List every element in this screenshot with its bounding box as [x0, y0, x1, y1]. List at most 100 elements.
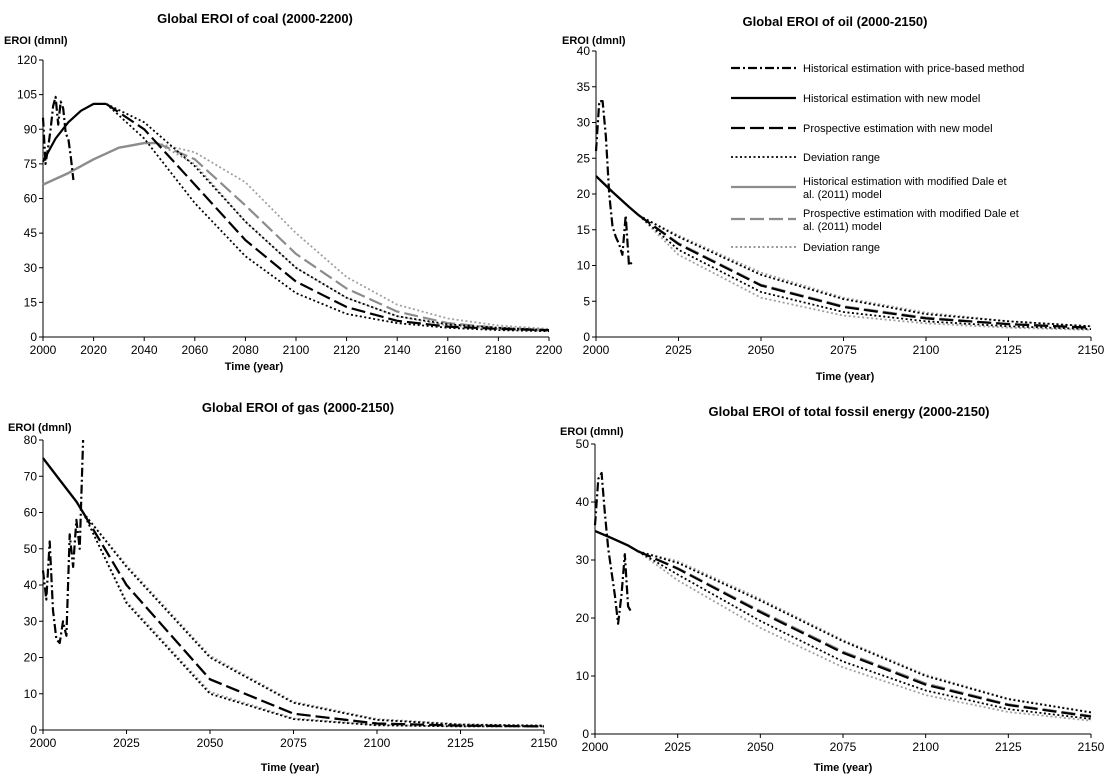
- total-fossil-y-tick-label: 0: [582, 727, 589, 741]
- legend-label-1: Historical estimation with new model: [803, 93, 980, 105]
- gas-series-new-pros: [82, 511, 545, 728]
- coal-x-tick-label: 2000: [30, 343, 57, 357]
- total-fossil-x-tick-label: 2075: [830, 740, 857, 754]
- oil-series-new-hist: [595, 175, 640, 217]
- oil-y-tick-label: 30: [577, 116, 591, 130]
- oil-x-tick-label: 2075: [830, 343, 857, 357]
- coal-y-tick-label: 15: [24, 295, 38, 309]
- oil-y-tick-label: 25: [577, 151, 591, 165]
- oil-x-tick-label: 2150: [1078, 343, 1105, 357]
- coal-series-new-pros: [105, 102, 550, 332]
- total-fossil-series-new-hist: [594, 529, 639, 553]
- gas-chart-panel: Global EROI of gas (2000-2150) EROI (dmn…: [8, 400, 558, 774]
- total-fossil-y-axis-label: EROI (dmnl): [560, 426, 624, 438]
- oil-series-new-dev: [638, 214, 1092, 330]
- oil-y-tick-label: 35: [577, 80, 591, 94]
- oil-series-new-dev: [638, 214, 1092, 328]
- gas-y-tick-label: 80: [24, 433, 38, 447]
- oil-x-tick-label: 2100: [913, 343, 940, 357]
- gas-y-tick-label: 70: [24, 469, 38, 483]
- total-fossil-x-tick-label: 2025: [664, 740, 691, 754]
- coal-y-tick-label: 30: [24, 261, 38, 275]
- gas-series-new-dev: [82, 512, 544, 728]
- coal-x-tick-label: 2100: [283, 343, 310, 357]
- gas-series-new-dev: [82, 511, 545, 727]
- gas-x-tick-label: 2150: [531, 736, 558, 750]
- total-fossil-y-tick-label: 30: [576, 553, 590, 567]
- coal-series-dale-pros: [156, 142, 550, 332]
- gas-series-dale-dev: [82, 511, 545, 727]
- gas-y-tick-label: 0: [30, 723, 37, 737]
- coal-x-tick-label: 2040: [131, 343, 158, 357]
- legend-label-2: Prospective estimation with new model: [803, 123, 993, 135]
- total-fossil-y-tick-label: 40: [576, 495, 590, 509]
- total-fossil-series-dale-dev: [637, 550, 1092, 713]
- coal-y-tick-label: 75: [24, 157, 38, 171]
- chart-legend: Historical estimation with price-based m…: [731, 63, 1024, 254]
- legend-label-0: Historical estimation with price-based m…: [803, 63, 1024, 75]
- total-fossil-series-new-dev: [637, 550, 1092, 714]
- oil-series-dale-dev: [638, 214, 1092, 331]
- total-fossil-chart-panel: Global EROI of total fossil energy (2000…: [560, 404, 1105, 774]
- gas-x-tick-label: 2025: [113, 736, 140, 750]
- coal-x-tick-label: 2020: [80, 343, 107, 357]
- total-fossil-x-tick-label: 2100: [912, 740, 939, 754]
- coal-x-tick-label: 2160: [434, 343, 461, 357]
- oil-chart-panel: Global EROI of oil (2000-2150) EROI (dmn…: [562, 14, 1105, 383]
- oil-series-new-pros: [638, 214, 1092, 329]
- coal-series-dale-dev: [156, 142, 550, 330]
- gas-series-dale-dev: [82, 512, 544, 728]
- oil-y-tick-label: 15: [577, 223, 591, 237]
- gas-y-tick-label: 10: [24, 687, 38, 701]
- total-fossil-series-new-dev: [637, 550, 1092, 720]
- total-fossil-x-tick-label: 2125: [995, 740, 1022, 754]
- oil-x-tick-label: 2050: [748, 343, 775, 357]
- coal-x-tick-label: 2120: [333, 343, 360, 357]
- coal-x-tick-label: 2200: [536, 343, 563, 357]
- coal-y-tick-label: 45: [24, 226, 38, 240]
- oil-y-tick-label: 0: [583, 330, 590, 344]
- coal-x-tick-label: 2140: [384, 343, 411, 357]
- gas-x-tick-label: 2000: [30, 736, 57, 750]
- legend-label-5: Prospective estimation with modified Dal…: [803, 208, 1019, 233]
- coal-x-tick-label: 2060: [181, 343, 208, 357]
- oil-x-tick-label: 2025: [665, 343, 692, 357]
- total-fossil-x-tick-label: 2050: [747, 740, 774, 754]
- coal-y-tick-label: 60: [24, 192, 38, 206]
- gas-x-axis-label: Time (year): [261, 762, 320, 774]
- total-fossil-y-tick-label: 20: [576, 611, 590, 625]
- gas-x-tick-label: 2125: [447, 736, 474, 750]
- gas-series-new-hist: [42, 457, 85, 514]
- total-fossil-x-axis-label: Time (year): [814, 762, 873, 774]
- total-fossil-series-price: [593, 471, 633, 625]
- total-fossil-chart-title: Global EROI of total fossil energy (2000…: [708, 404, 989, 419]
- coal-y-tick-label: 90: [24, 122, 38, 136]
- gas-x-tick-label: 2100: [364, 736, 391, 750]
- gas-y-tick-label: 20: [24, 651, 38, 665]
- total-fossil-y-tick-label: 10: [576, 669, 590, 683]
- gas-y-tick-label: 30: [24, 614, 38, 628]
- total-fossil-y-tick-label: 50: [576, 437, 590, 451]
- oil-y-tick-label: 40: [577, 44, 591, 58]
- coal-chart-title: Global EROI of coal (2000-2200): [157, 11, 353, 26]
- coal-y-axis-label: EROI (dmnl): [4, 35, 68, 47]
- total-fossil-x-tick-label: 2000: [582, 740, 609, 754]
- coal-series-new-dev: [105, 103, 550, 331]
- coal-series-new-hist: [42, 102, 107, 163]
- coal-y-tick-label: 105: [17, 88, 37, 102]
- oil-series-price: [594, 99, 634, 267]
- coal-y-tick-label: 0: [30, 330, 37, 344]
- oil-chart-title: Global EROI of oil (2000-2150): [743, 14, 928, 29]
- gas-x-tick-label: 2075: [280, 736, 307, 750]
- gas-y-axis-label: EROI (dmnl): [8, 422, 72, 434]
- gas-y-tick-label: 60: [24, 506, 38, 520]
- coal-chart-panel: Global EROI of coal (2000-2200) EROI (dm…: [4, 11, 563, 373]
- oil-x-tick-label: 2000: [583, 343, 610, 357]
- legend-label-6: Deviation range: [803, 242, 880, 254]
- total-fossil-series-new-pros: [637, 550, 1092, 718]
- coal-series-new-dev: [105, 103, 550, 333]
- oil-y-axis-label: EROI (dmnl): [562, 35, 626, 47]
- gas-x-tick-label: 2050: [197, 736, 224, 750]
